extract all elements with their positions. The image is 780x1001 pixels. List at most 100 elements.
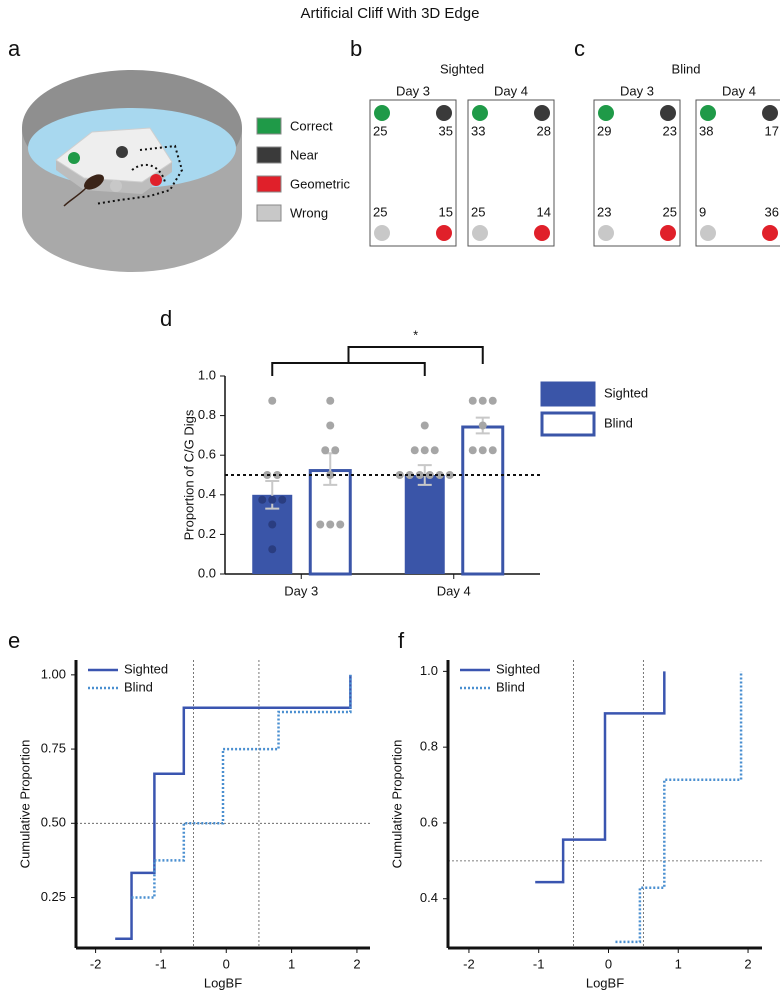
y-tick-label: 0.4 bbox=[420, 890, 438, 905]
mouse-tail bbox=[63, 187, 87, 207]
legend-swatch bbox=[540, 381, 596, 407]
dig-percent: 28 bbox=[537, 123, 551, 138]
x-axis-title: LogBF bbox=[586, 975, 624, 990]
group-title: Sighted bbox=[440, 61, 484, 76]
legend-label: Sighted bbox=[124, 661, 168, 676]
y-tick-label: 0.0 bbox=[198, 565, 216, 580]
arena-box bbox=[467, 99, 555, 247]
data-point bbox=[268, 520, 277, 529]
y-axis-title: Proportion of C/G Digs bbox=[181, 409, 196, 540]
data-point bbox=[273, 471, 282, 479]
y-tick-label: 1.0 bbox=[420, 663, 438, 678]
legend-label: Sighted bbox=[496, 661, 540, 676]
day-label: Day 3 bbox=[620, 83, 654, 98]
panel-label: d bbox=[160, 306, 172, 331]
data-point bbox=[268, 396, 277, 405]
x-tick-label: Day 4 bbox=[437, 583, 471, 598]
dig-percent: 36 bbox=[765, 204, 779, 219]
well-geometric bbox=[150, 174, 162, 186]
step-line bbox=[131, 674, 352, 899]
day-label: Day 3 bbox=[396, 83, 430, 98]
legend-swatch bbox=[256, 175, 282, 193]
x-tick-label: 0 bbox=[223, 956, 230, 971]
panel-label: f bbox=[398, 628, 405, 653]
dig-percent: 15 bbox=[439, 204, 453, 219]
dig-percent: 23 bbox=[597, 204, 611, 219]
y-tick-label: 0.25 bbox=[41, 889, 66, 904]
x-tick-label: 1 bbox=[288, 956, 295, 971]
legend-swatch bbox=[256, 204, 282, 222]
data-point bbox=[420, 421, 429, 430]
legend-swatch bbox=[540, 411, 596, 437]
data-point bbox=[268, 495, 277, 504]
data-point bbox=[435, 471, 444, 479]
well-near bbox=[116, 146, 128, 158]
well-wrong bbox=[374, 225, 390, 241]
arena-box bbox=[695, 99, 780, 247]
data-point bbox=[331, 446, 340, 455]
data-point bbox=[326, 471, 335, 479]
dig-percent: 25 bbox=[663, 204, 677, 219]
well-correct bbox=[472, 105, 488, 121]
x-tick-label: 0 bbox=[605, 956, 612, 971]
data-point bbox=[326, 421, 335, 430]
data-point bbox=[410, 446, 419, 455]
y-tick-label: 0.2 bbox=[198, 526, 216, 541]
dig-percent: 29 bbox=[597, 123, 611, 138]
well-geometric bbox=[660, 225, 676, 241]
data-point bbox=[268, 545, 277, 554]
legend-label: Wrong bbox=[290, 205, 328, 220]
data-point bbox=[430, 446, 439, 455]
y-tick-label: 0.6 bbox=[420, 814, 438, 829]
legend-swatch bbox=[256, 117, 282, 135]
x-tick-label: 2 bbox=[744, 956, 751, 971]
panel-label: c bbox=[574, 36, 585, 61]
dig-percent: 25 bbox=[373, 123, 387, 138]
y-tick-label: 1.00 bbox=[41, 666, 66, 681]
y-tick-label: 0.4 bbox=[198, 486, 216, 501]
dig-percent: 25 bbox=[373, 204, 387, 219]
data-point bbox=[336, 520, 345, 529]
well-wrong bbox=[598, 225, 614, 241]
well-geometric bbox=[534, 225, 550, 241]
legend-label: Near bbox=[290, 147, 319, 162]
data-point bbox=[405, 471, 414, 479]
significance-label: * bbox=[413, 327, 418, 342]
dig-percent: 38 bbox=[699, 123, 713, 138]
dig-percent: 25 bbox=[471, 204, 485, 219]
data-point bbox=[468, 396, 477, 405]
figure-title: Artificial Cliff With 3D Edge bbox=[301, 5, 480, 22]
data-point bbox=[321, 446, 330, 455]
arena-box bbox=[593, 99, 681, 247]
y-tick-label: 1.0 bbox=[198, 367, 216, 382]
dig-percent: 9 bbox=[699, 204, 706, 219]
well-near bbox=[534, 105, 550, 121]
x-tick-label: -1 bbox=[155, 956, 167, 971]
well-near bbox=[762, 105, 778, 121]
legend-swatch bbox=[256, 146, 282, 164]
mouse bbox=[84, 174, 104, 190]
y-tick-label: 0.75 bbox=[41, 741, 66, 756]
dig-percent: 14 bbox=[537, 204, 551, 219]
dig-percent: 35 bbox=[439, 123, 453, 138]
well-correct bbox=[700, 105, 716, 121]
panel-label: a bbox=[8, 36, 21, 61]
panel-label: e bbox=[8, 628, 20, 653]
data-point bbox=[258, 495, 267, 504]
x-tick-label: Day 3 bbox=[284, 583, 318, 598]
significance-bracket bbox=[271, 346, 484, 376]
arena-illustration bbox=[22, 70, 242, 272]
data-point bbox=[316, 520, 325, 529]
y-axis-title: Cumulative Proportion bbox=[389, 740, 404, 869]
data-point bbox=[326, 396, 335, 405]
x-tick-label: 1 bbox=[675, 956, 682, 971]
day-label: Day 4 bbox=[494, 83, 528, 98]
legend-label: Correct bbox=[290, 118, 333, 133]
data-point bbox=[478, 421, 487, 430]
y-tick-label: 0.6 bbox=[198, 447, 216, 462]
legend-label: Geometric bbox=[290, 176, 350, 191]
arena-box bbox=[369, 99, 457, 247]
well-geometric bbox=[762, 225, 778, 241]
data-point bbox=[278, 495, 287, 504]
